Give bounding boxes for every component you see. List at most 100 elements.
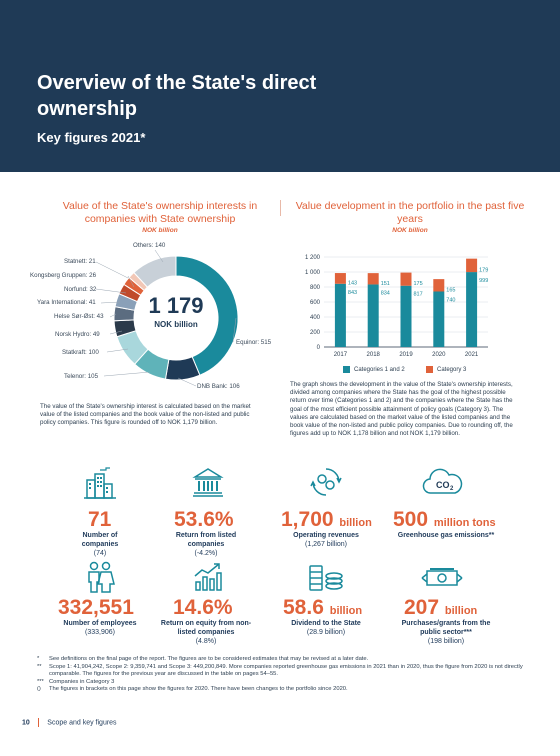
- pie-label-norfund: Norfund: 32: [64, 286, 97, 293]
- bar-data-label: 165: [446, 287, 455, 293]
- stat-prev: (333,906): [85, 629, 115, 636]
- legend-item-category-3: Category 3: [426, 366, 466, 373]
- footer-divider: [37, 718, 40, 727]
- pie-label-statnett: Statnett: 21: [64, 258, 96, 265]
- pie-label-helse: Helse Sør-Øst: 43: [54, 313, 104, 320]
- bar-categories-1-2: [466, 272, 478, 347]
- co2-cloud-icon: CO 2: [421, 465, 463, 504]
- pie-leader-line: [95, 288, 127, 294]
- pie-center-value: 1 179: [148, 293, 204, 318]
- bar-category-3: [367, 273, 379, 285]
- bar-category-3: [334, 273, 346, 284]
- footnote: * See definitions on the final page of th…: [37, 656, 527, 664]
- legend-swatch: [426, 366, 433, 373]
- city-icon: [84, 466, 116, 505]
- footnote-mark: ***: [37, 678, 44, 685]
- stat-label-text: Greenhouse gas emissions**: [397, 532, 495, 539]
- footnote-mark: (): [37, 686, 41, 693]
- bar-data-label: 143: [348, 280, 357, 286]
- bar-section-title: Value development in the portfolio in th…: [295, 200, 525, 225]
- pie-leader-line: [100, 301, 121, 304]
- stat-prev: (-4.2%): [194, 550, 218, 557]
- pie-leader-line: [154, 249, 164, 263]
- legend-item-categories-1-2: Categories 1 and 2: [343, 366, 405, 373]
- bar-categories-1-2: [433, 291, 445, 347]
- bar-categories-1-2: [400, 285, 412, 347]
- stat-value: 500 million tons: [393, 508, 496, 535]
- footnote-text: See definitions on the final page of the…: [49, 656, 369, 662]
- footnote: () The figures in brackets on this page s…: [37, 686, 527, 694]
- coins-icon: [308, 564, 344, 597]
- stat-value: 332,551: [58, 596, 134, 620]
- pie-label-equinor: Equinor: 515: [236, 339, 272, 346]
- bar-data-label: 834: [381, 290, 390, 296]
- stat-label-text: Operating revenues: [293, 532, 359, 539]
- pie-description: The value of the State's ownership inter…: [40, 403, 251, 427]
- stat-label-text: Return on equity from non-listed compani…: [160, 620, 252, 636]
- stat-prev: (74): [93, 550, 107, 557]
- pie-label-norsk-hydro: Norsk Hydro: 49: [55, 331, 100, 338]
- y-tick-label: 1 200: [305, 255, 321, 261]
- pie-label-yara: Yara International: 41: [37, 299, 96, 306]
- stat-label: Greenhouse gas emissions**: [386, 531, 506, 540]
- legend-label: Category 3: [437, 367, 467, 374]
- bar-data-label: 817: [414, 292, 423, 298]
- page-footer: 10 Scope and key figures: [22, 718, 117, 727]
- stat-value-number: 71: [88, 508, 112, 531]
- pie-label-statkraft: Statkraft: 100: [62, 349, 99, 356]
- footer-section-name: Scope and key figures: [47, 719, 117, 727]
- pie-leader-line: [109, 330, 123, 335]
- stat-label: Operating revenues (1,267 billion): [276, 531, 376, 549]
- stat-label: Purchases/grants from the public sector*…: [388, 619, 504, 646]
- x-tick-label: 2021: [465, 352, 479, 358]
- stat-value: 1,700 billion: [281, 508, 372, 535]
- stat-label-text: Return from listed companies: [175, 532, 237, 548]
- page-title: Overview of the State's direct ownership: [37, 72, 317, 120]
- stat-label: Return from listed companies (-4.2%): [158, 531, 254, 558]
- stat-prev: (1,267 billion): [304, 541, 348, 548]
- stat-prev: (198 billion): [427, 638, 465, 645]
- stat-prev: (28.9 billion): [306, 629, 346, 636]
- y-tick-label: 1 000: [305, 270, 321, 276]
- bar-description: The graph shows the development in the v…: [290, 381, 513, 438]
- stat-value-number: 53.6%: [174, 508, 234, 531]
- y-tick-label: 200: [310, 330, 321, 336]
- footnote: *** Companies in Category 3: [37, 679, 527, 687]
- y-tick-label: 600: [310, 300, 321, 306]
- pie-leader-line: [127, 275, 135, 288]
- stat-value: 14.6%: [173, 596, 233, 620]
- page-subtitle: Key figures 2021*: [37, 130, 146, 145]
- bank-building-icon: [192, 466, 224, 503]
- stat-value-number: 207: [404, 596, 440, 619]
- x-tick-label: 2018: [367, 352, 381, 358]
- bar-category-3: [400, 272, 412, 286]
- bar-category-3: [466, 258, 478, 273]
- stat-value: 53.6%: [174, 508, 234, 532]
- stat-label: Dividend to the State (28.9 billion): [276, 619, 376, 637]
- pie-label-telenor: Telenor: 105: [64, 373, 99, 380]
- bar-categories-1-2: [334, 283, 346, 347]
- bar-data-label: 179: [479, 267, 488, 273]
- pie-section-unit: NOK billion: [142, 227, 178, 234]
- stat-value-number: 1,700: [281, 508, 334, 531]
- pie-label-others: Others: 140: [133, 242, 166, 249]
- stat-label-text: Number of employees: [63, 620, 137, 627]
- ownership-donut-chart: [95, 249, 239, 387]
- pie-section-title: Value of the State's ownership interests…: [62, 200, 258, 225]
- footnotes: * See definitions on the final page of th…: [37, 656, 527, 694]
- pie-leader-line: [95, 261, 129, 279]
- footnote-mark: **: [37, 663, 42, 670]
- stat-value-number: 58.6: [283, 596, 324, 619]
- stat-label-text: Number of companies: [81, 532, 119, 548]
- stat-label: Return on equity from non-listed compani…: [152, 619, 260, 646]
- stat-value: 71: [88, 508, 111, 532]
- x-tick-label: 2017: [334, 352, 348, 358]
- stat-value-unit: billion: [329, 605, 363, 617]
- bar-data-label: 999: [479, 278, 488, 284]
- stat-label: Number of companies (74): [50, 531, 150, 558]
- y-tick-label: 800: [310, 285, 321, 291]
- svg-text:2: 2: [450, 486, 454, 492]
- page-number: 10: [22, 719, 30, 727]
- people-icon: [84, 560, 116, 599]
- portfolio-bar-chart: 0 200 400 600 800 1 000 1 200 843 143 2017 834 151 2…: [305, 255, 488, 358]
